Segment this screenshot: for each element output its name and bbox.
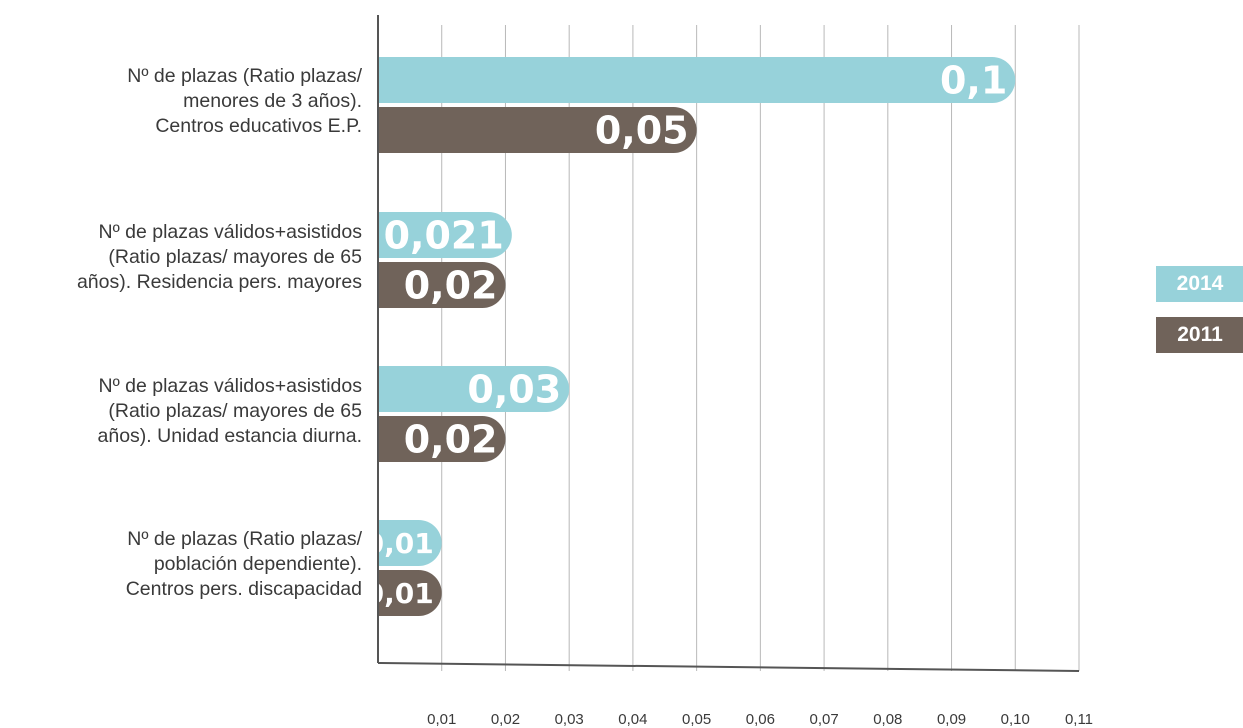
x-tick-label-4: 0,05 [682,711,711,728]
x-axis [377,662,1080,672]
x-tick-label-7: 0,08 [873,711,902,728]
category-label-line: Nº de plazas válidos+asistidos [98,221,362,243]
bar-label-2014-3: 0,01 [365,527,434,560]
x-tick-label-5: 0,06 [746,711,775,728]
bar-2014-2 [378,366,570,412]
legend-item-2014: 2014 [1156,266,1243,302]
bar-2011-3 [378,570,442,616]
category-label-1: Nº de plazas válidos+asistidos (Ratio pl… [0,220,362,295]
category-label-line: menores de 3 años). [183,90,362,112]
bar-2011-0 [378,107,697,153]
bar-label-2014-2: 0,03 [467,368,561,412]
category-label-line: (Ratio plazas/ mayores de 65 [108,400,362,422]
category-label-line: (Ratio plazas/ mayores de 65 [108,246,362,268]
x-tick-label-1: 0,02 [491,711,520,728]
bar-2014-1 [378,212,512,258]
x-tick-label-0: 0,01 [427,711,456,728]
category-label-line: Nº de plazas (Ratio plazas/ [127,65,362,87]
bar-label-2011-1: 0,02 [404,264,498,308]
x-tick-labels: 0,01 0,02 0,03 0,04 0,05 0,06 0,07 0,08 0,09 0,10… [427,711,1093,728]
category-label-line: Nº de plazas (Ratio plazas/ [127,528,362,550]
x-tick-label-9: 0,10 [1001,711,1030,728]
category-label-line: años). Unidad estancia diurna. [97,425,363,447]
bar-label-2011-3: 0,01 [365,577,434,610]
bar-2011-2 [378,416,506,462]
x-tick-label-2: 0,03 [555,711,584,728]
category-label-line: Centros educativos E.P. [155,115,362,137]
x-tick-label-6: 0,07 [809,711,838,728]
category-label-0: Nº de plazas (Ratio plazas/ menores de 3… [0,64,362,139]
bar-label-2011-2: 0,02 [404,418,498,462]
category-label-line: Centros pers. discapacidad [125,578,362,600]
x-tick-label-8: 0,09 [937,711,966,728]
bar-2014-0 [378,57,1016,103]
category-label-line: años). Residencia pers. mayores [76,271,362,293]
legend-item-2011: 2011 [1156,317,1243,353]
bar-2011-1 [378,262,506,308]
bar-label-2011-0: 0,05 [595,109,689,153]
category-label-line: Nº de plazas válidos+asistidos [98,375,362,397]
bar-2014-3 [378,520,442,566]
x-tick-label-10: 0,11 [1065,711,1093,728]
x-tick-label-3: 0,04 [618,711,647,728]
bar-label-2014-0: 0,1 [940,59,1007,103]
category-label-3: Nº de plazas (Ratio plazas/ población de… [0,527,362,602]
bars: 0,1 0,021 0,03 0,01 0,05 0,02 0,02 0,01 [365,57,1016,616]
axes [377,15,1080,672]
category-label-2: Nº de plazas válidos+asistidos (Ratio pl… [0,374,363,449]
category-label-line: población dependiente). [153,553,362,575]
bar-label-2014-1: 0,021 [384,214,504,258]
